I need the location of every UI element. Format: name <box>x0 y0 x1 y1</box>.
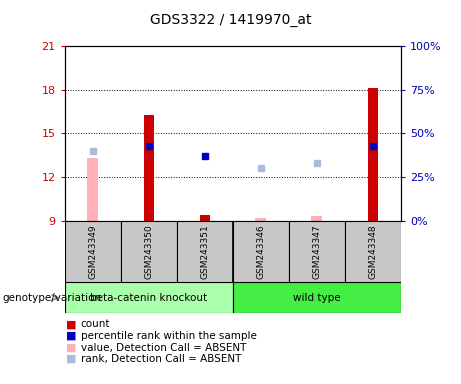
Bar <box>289 221 345 282</box>
Bar <box>233 221 289 282</box>
Text: GSM243346: GSM243346 <box>256 224 266 279</box>
Bar <box>255 218 266 221</box>
Text: GSM243349: GSM243349 <box>88 224 97 279</box>
Text: GSM243348: GSM243348 <box>368 224 378 279</box>
Text: genotype/variation: genotype/variation <box>2 293 101 303</box>
Text: GSM243350: GSM243350 <box>144 224 153 279</box>
Text: ■: ■ <box>66 319 77 329</box>
Bar <box>345 221 401 282</box>
Bar <box>177 221 233 282</box>
Bar <box>65 221 121 282</box>
Text: GDS3322 / 1419970_at: GDS3322 / 1419970_at <box>150 13 311 27</box>
Bar <box>368 88 378 221</box>
Bar <box>233 282 401 313</box>
Text: wild type: wild type <box>293 293 341 303</box>
Text: beta-catenin knockout: beta-catenin knockout <box>90 293 207 303</box>
Text: rank, Detection Call = ABSENT: rank, Detection Call = ABSENT <box>81 354 241 364</box>
Bar <box>65 282 233 313</box>
Text: ■: ■ <box>66 354 77 364</box>
Bar <box>121 221 177 282</box>
Bar <box>87 158 98 221</box>
Text: GSM243351: GSM243351 <box>200 224 209 279</box>
Text: percentile rank within the sample: percentile rank within the sample <box>81 331 257 341</box>
Text: value, Detection Call = ABSENT: value, Detection Call = ABSENT <box>81 343 246 353</box>
Bar <box>311 217 323 221</box>
Text: ■: ■ <box>66 331 77 341</box>
Bar <box>200 215 210 221</box>
Text: GSM243347: GSM243347 <box>313 224 321 279</box>
Bar <box>144 114 154 221</box>
Text: count: count <box>81 319 110 329</box>
Text: ■: ■ <box>66 343 77 353</box>
